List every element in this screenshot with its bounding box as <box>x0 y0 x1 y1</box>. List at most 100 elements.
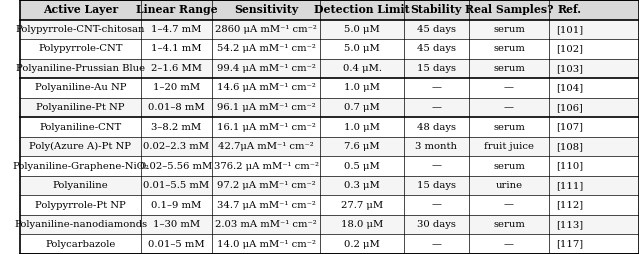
Text: 97.2 μA mM⁻¹ cm⁻²: 97.2 μA mM⁻¹ cm⁻² <box>217 181 316 190</box>
Text: 99.4 μA mM⁻¹ cm⁻²: 99.4 μA mM⁻¹ cm⁻² <box>217 64 316 73</box>
Text: 5.0 μM: 5.0 μM <box>344 44 380 53</box>
Text: serum: serum <box>493 220 525 229</box>
Text: 1.0 μM: 1.0 μM <box>344 83 380 92</box>
Text: —: — <box>431 162 442 171</box>
Text: [107]: [107] <box>556 122 583 132</box>
Text: Polypyrrole-Pt NP: Polypyrrole-Pt NP <box>35 201 126 210</box>
Text: Polyaniline-CNT: Polyaniline-CNT <box>40 122 121 132</box>
Bar <box>20 39 639 59</box>
Text: serum: serum <box>493 44 525 53</box>
Text: Active Layer: Active Layer <box>43 4 118 15</box>
Text: 2–1.6 MM: 2–1.6 MM <box>151 64 202 73</box>
Text: serum: serum <box>493 122 525 132</box>
Text: [104]: [104] <box>556 83 583 92</box>
Bar <box>20 215 639 234</box>
Text: [106]: [106] <box>556 103 583 112</box>
Text: —: — <box>431 83 442 92</box>
Text: Polyaniline-Pt NP: Polyaniline-Pt NP <box>36 103 125 112</box>
Text: —: — <box>431 103 442 112</box>
Text: Polycarbazole: Polycarbazole <box>45 240 116 249</box>
Text: 27.7 μM: 27.7 μM <box>341 201 383 210</box>
Text: serum: serum <box>493 25 525 34</box>
Text: 0.1–9 mM: 0.1–9 mM <box>151 201 201 210</box>
Text: —: — <box>431 240 442 249</box>
Text: 2.03 mA mM⁻¹ cm⁻²: 2.03 mA mM⁻¹ cm⁻² <box>215 220 317 229</box>
Text: [113]: [113] <box>556 220 583 229</box>
Text: serum: serum <box>493 64 525 73</box>
Text: serum: serum <box>493 162 525 171</box>
Text: 0.2 μM: 0.2 μM <box>344 240 380 249</box>
Text: Detection Limit: Detection Limit <box>314 4 410 15</box>
Text: Linear Range: Linear Range <box>135 4 217 15</box>
Bar <box>20 156 639 176</box>
Text: 0.4 μM.: 0.4 μM. <box>343 64 381 73</box>
Text: Polyaniline-Prussian Blue: Polyaniline-Prussian Blue <box>16 64 145 73</box>
Bar <box>20 98 639 117</box>
Text: Ref.: Ref. <box>557 4 581 15</box>
Text: fruit juice: fruit juice <box>484 142 534 151</box>
Text: —: — <box>431 201 442 210</box>
Text: [112]: [112] <box>556 201 583 210</box>
Text: [103]: [103] <box>556 64 583 73</box>
Text: 0.01–5.5 mM: 0.01–5.5 mM <box>143 181 210 190</box>
Text: 1–20 mM: 1–20 mM <box>153 83 200 92</box>
Text: 1.0 μM: 1.0 μM <box>344 122 380 132</box>
Text: —: — <box>504 83 514 92</box>
Text: Polypyrrole-CNT: Polypyrrole-CNT <box>38 44 123 53</box>
Text: 15 days: 15 days <box>417 181 456 190</box>
Text: 42.7μA mM⁻¹ cm⁻²: 42.7μA mM⁻¹ cm⁻² <box>219 142 314 151</box>
Bar <box>20 117 639 137</box>
Text: 0.02–5.56 mM: 0.02–5.56 mM <box>141 162 213 171</box>
Text: —: — <box>504 201 514 210</box>
Bar <box>20 137 639 156</box>
Text: 48 days: 48 days <box>417 122 456 132</box>
Text: 0.01–5 mM: 0.01–5 mM <box>148 240 204 249</box>
Text: 0.7 μM: 0.7 μM <box>344 103 380 112</box>
Text: [101]: [101] <box>556 25 583 34</box>
Text: Polypyrrole-CNT-chitosan: Polypyrrole-CNT-chitosan <box>16 25 145 34</box>
Bar <box>20 59 639 78</box>
Text: 18.0 μM: 18.0 μM <box>341 220 383 229</box>
Text: Polyaniline-Au NP: Polyaniline-Au NP <box>35 83 127 92</box>
Text: Polyaniline-nanodiamonds: Polyaniline-nanodiamonds <box>14 220 147 229</box>
Text: 0.3 μM: 0.3 μM <box>344 181 380 190</box>
Text: 15 days: 15 days <box>417 64 456 73</box>
Text: 54.2 μA mM⁻¹ cm⁻²: 54.2 μA mM⁻¹ cm⁻² <box>217 44 316 53</box>
Text: —: — <box>504 240 514 249</box>
Text: Stability: Stability <box>411 4 462 15</box>
Text: 1–4.1 mM: 1–4.1 mM <box>151 44 202 53</box>
Text: urine: urine <box>495 181 523 190</box>
Text: 0.5 μM: 0.5 μM <box>344 162 380 171</box>
Text: [111]: [111] <box>556 181 583 190</box>
Text: 14.6 μA mM⁻¹ cm⁻²: 14.6 μA mM⁻¹ cm⁻² <box>217 83 316 92</box>
Text: 45 days: 45 days <box>417 44 456 53</box>
Text: 7.6 μM: 7.6 μM <box>344 142 380 151</box>
Text: [102]: [102] <box>556 44 583 53</box>
Text: [108]: [108] <box>556 142 583 151</box>
Text: 376.2 μA mM⁻¹ cm⁻²: 376.2 μA mM⁻¹ cm⁻² <box>213 162 319 171</box>
Bar <box>20 176 639 195</box>
Text: Polyaniline: Polyaniline <box>52 181 109 190</box>
Text: [117]: [117] <box>556 240 583 249</box>
Text: Polyaniline-Graphene-NiO₂: Polyaniline-Graphene-NiO₂ <box>12 162 149 171</box>
Text: 16.1 μA mM⁻¹ cm⁻²: 16.1 μA mM⁻¹ cm⁻² <box>217 122 316 132</box>
Text: Sensitivity: Sensitivity <box>234 4 298 15</box>
Bar <box>20 234 639 254</box>
Text: 30 days: 30 days <box>417 220 456 229</box>
Text: Poly(Azure A)-Pt NP: Poly(Azure A)-Pt NP <box>29 142 132 151</box>
Text: 1–30 mM: 1–30 mM <box>153 220 200 229</box>
Text: 1–4.7 mM: 1–4.7 mM <box>151 25 201 34</box>
Text: 45 days: 45 days <box>417 25 456 34</box>
Text: 0.02–2.3 mM: 0.02–2.3 mM <box>143 142 210 151</box>
Bar <box>20 0 639 20</box>
Text: —: — <box>504 103 514 112</box>
Text: Real Samples?: Real Samples? <box>465 4 553 15</box>
Bar <box>20 195 639 215</box>
Bar <box>20 78 639 98</box>
Text: 5.0 μM: 5.0 μM <box>344 25 380 34</box>
Text: 14.0 μA mM⁻¹ cm⁻²: 14.0 μA mM⁻¹ cm⁻² <box>217 240 316 249</box>
Bar <box>20 20 639 39</box>
Text: [110]: [110] <box>556 162 583 171</box>
Text: 0.01–8 mM: 0.01–8 mM <box>148 103 204 112</box>
Text: 34.7 μA mM⁻¹ cm⁻²: 34.7 μA mM⁻¹ cm⁻² <box>217 201 316 210</box>
